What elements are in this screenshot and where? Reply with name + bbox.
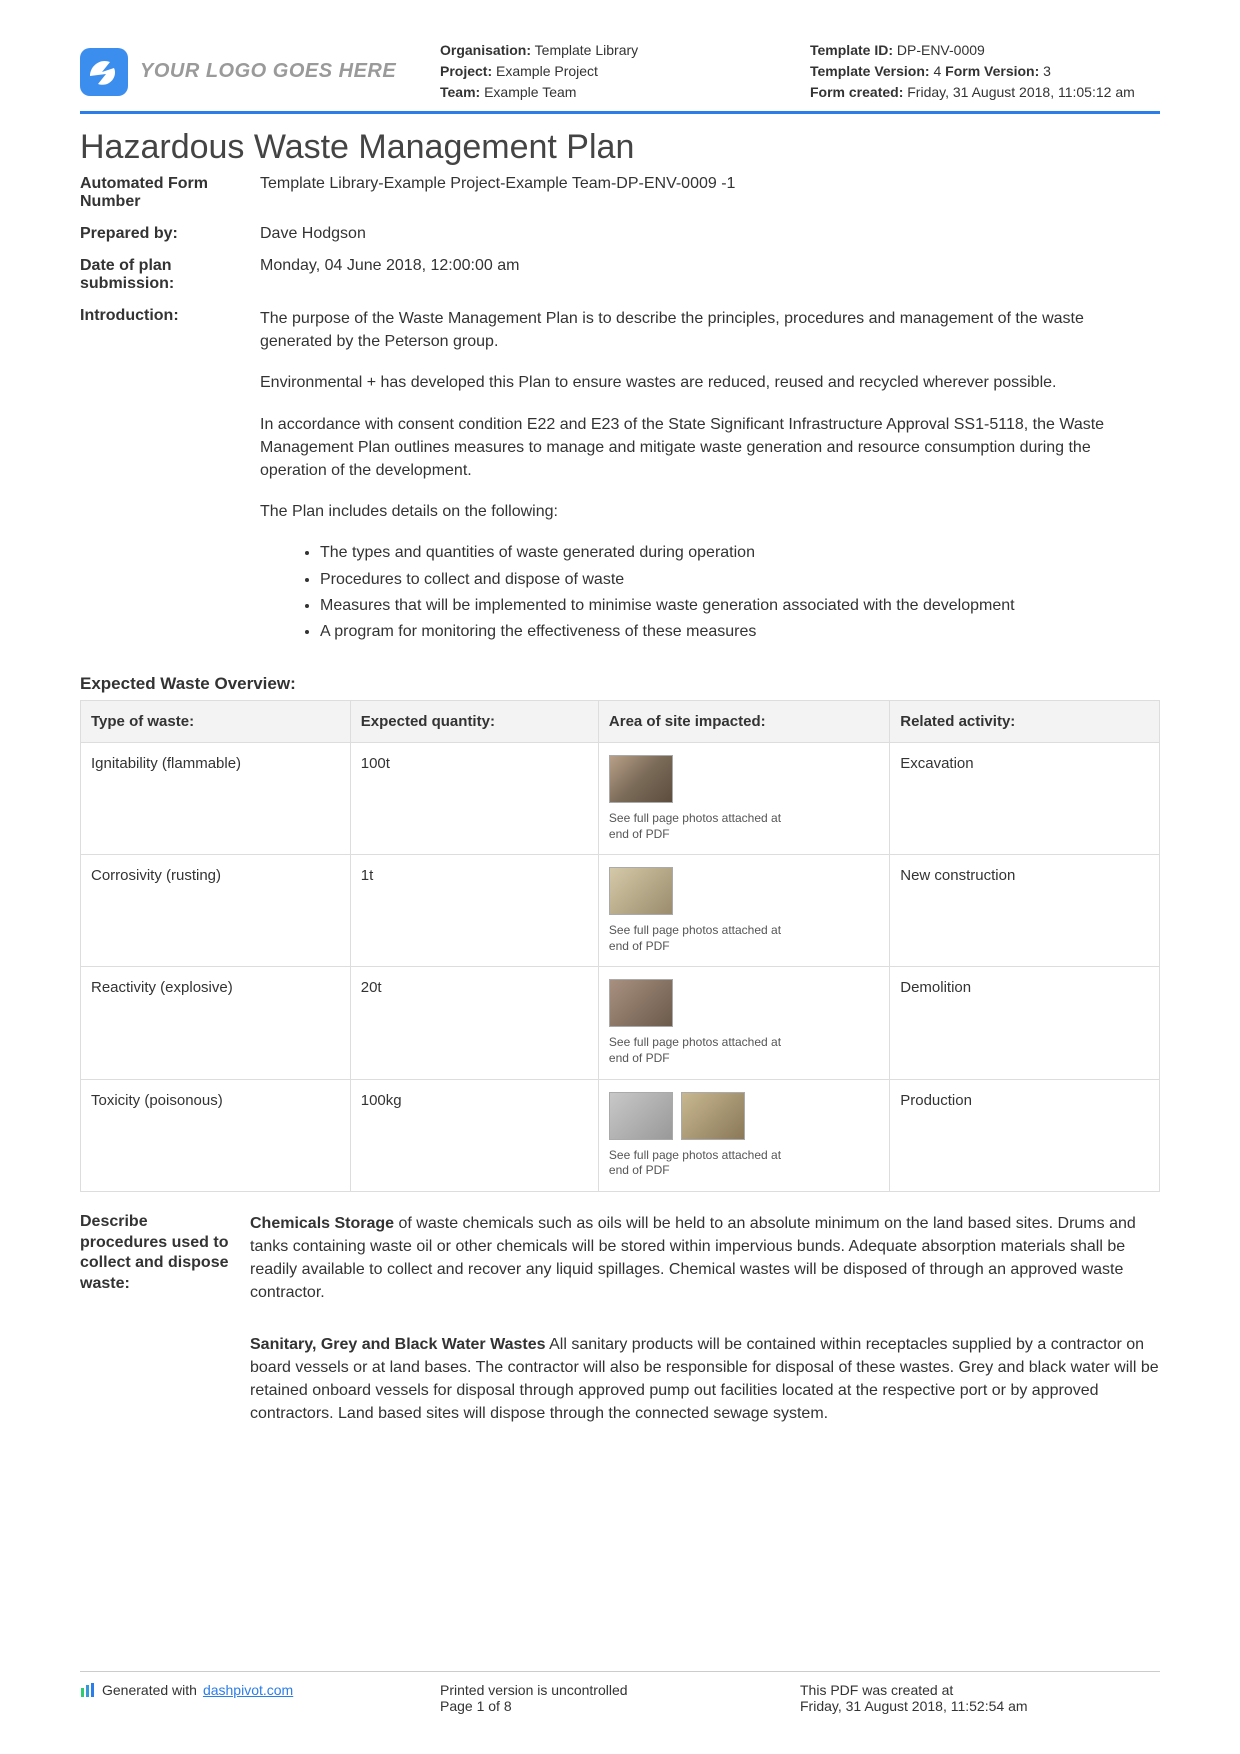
intro-bullet-1: The types and quantities of waste genera… — [320, 541, 1160, 564]
table-row: Corrosivity (rusting) 1t See full page p… — [81, 855, 1160, 967]
submission-value: Monday, 04 June 2018, 12:00:00 am — [260, 257, 1160, 293]
form-created-label: Form created: — [810, 84, 903, 100]
th-type: Type of waste: — [81, 701, 351, 743]
project-label: Project: — [440, 63, 492, 79]
created-at-value: Friday, 31 August 2018, 11:52:54 am — [800, 1698, 1160, 1714]
footer-left: Generated with dashpivot.com — [80, 1682, 440, 1714]
template-version-label: Template Version: — [810, 63, 930, 79]
submission-row: Date of plan submission: Monday, 04 June… — [80, 257, 1160, 293]
logo-icon — [80, 48, 128, 96]
footer-center: Printed version is uncontrolled Page 1 o… — [440, 1682, 800, 1714]
procedures-p2-strong: Sanitary, Grey and Black Water Wastes — [250, 1336, 546, 1353]
document-page: YOUR LOGO GOES HERE Organisation: Templa… — [0, 0, 1240, 1754]
cell-area: See full page photos attached at end of … — [598, 743, 889, 855]
form-version-label: Form Version: — [945, 63, 1039, 79]
table-row: Reactivity (explosive) 20t See full page… — [81, 967, 1160, 1079]
cell-qty: 20t — [350, 967, 598, 1079]
form-version-value: 3 — [1043, 63, 1051, 79]
cell-type: Ignitability (flammable) — [81, 743, 351, 855]
photo-note: See full page photos attached at end of … — [609, 923, 789, 954]
cell-type: Toxicity (poisonous) — [81, 1079, 351, 1191]
intro-bullet-2: Procedures to collect and dispose of was… — [320, 568, 1160, 591]
prepared-by-value: Dave Hodgson — [260, 225, 1160, 243]
intro-p2: Environmental + has developed this Plan … — [260, 371, 1160, 394]
header-meta-right: Template ID: DP-ENV-0009 Template Versio… — [810, 40, 1160, 103]
cell-activity: New construction — [890, 855, 1160, 967]
prepared-by-label: Prepared by: — [80, 225, 260, 243]
intro-bullets: The types and quantities of waste genera… — [260, 541, 1160, 643]
logo-placeholder-text: YOUR LOGO GOES HERE — [140, 60, 396, 83]
th-area: Area of site impacted: — [598, 701, 889, 743]
intro-p1: The purpose of the Waste Management Plan… — [260, 307, 1160, 353]
submission-label: Date of plan submission: — [80, 257, 260, 293]
footer-right: This PDF was created at Friday, 31 Augus… — [800, 1682, 1160, 1714]
procedures-label: Describe procedures used to collect and … — [80, 1212, 230, 1454]
cell-qty: 100t — [350, 743, 598, 855]
introduction-label: Introduction: — [80, 307, 260, 646]
cell-type: Reactivity (explosive) — [81, 967, 351, 1079]
cell-area: See full page photos attached at end of … — [598, 855, 889, 967]
dashpivot-link[interactable]: dashpivot.com — [203, 1682, 293, 1698]
procedures-p1-strong: Chemicals Storage — [250, 1215, 394, 1232]
introduction-body: The purpose of the Waste Management Plan… — [260, 307, 1160, 646]
template-id-label: Template ID: — [810, 42, 893, 58]
form-created-value: Friday, 31 August 2018, 11:05:12 am — [907, 84, 1135, 100]
photo-note: See full page photos attached at end of … — [609, 1148, 789, 1179]
team-value: Example Team — [484, 84, 576, 100]
introduction-row: Introduction: The purpose of the Waste M… — [80, 307, 1160, 646]
cell-activity: Excavation — [890, 743, 1160, 855]
form-number-row: Automated Form Number Template Library-E… — [80, 175, 1160, 211]
cell-activity: Demolition — [890, 967, 1160, 1079]
page-footer: Generated with dashpivot.com Printed ver… — [80, 1671, 1160, 1714]
uncontrolled-text: Printed version is uncontrolled — [440, 1682, 800, 1698]
form-number-label: Automated Form Number — [80, 175, 260, 211]
photo-thumbnail-icon — [609, 979, 673, 1027]
project-value: Example Project — [496, 63, 598, 79]
th-activity: Related activity: — [890, 701, 1160, 743]
cell-activity: Production — [890, 1079, 1160, 1191]
page-header: YOUR LOGO GOES HERE Organisation: Templa… — [80, 40, 1160, 114]
intro-p3: In accordance with consent condition E22… — [260, 413, 1160, 483]
photo-thumbnail-icon — [609, 867, 673, 915]
intro-bullet-4: A program for monitoring the effectivene… — [320, 620, 1160, 643]
dashpivot-icon — [80, 1682, 96, 1698]
procedures-section: Describe procedures used to collect and … — [80, 1212, 1160, 1454]
created-at-label: This PDF was created at — [800, 1682, 1160, 1698]
intro-bullet-3: Measures that will be implemented to min… — [320, 594, 1160, 617]
template-id-value: DP-ENV-0009 — [897, 42, 985, 58]
procedures-body: Chemicals Storage of waste chemicals suc… — [250, 1212, 1160, 1454]
page-number: Page 1 of 8 — [440, 1698, 800, 1714]
template-version-value: 4 — [933, 63, 941, 79]
intro-p4: The Plan includes details on the followi… — [260, 500, 1160, 523]
table-row: Toxicity (poisonous) 100kg See full page… — [81, 1079, 1160, 1191]
procedures-p2: Sanitary, Grey and Black Water Wastes Al… — [250, 1333, 1160, 1426]
th-qty: Expected quantity: — [350, 701, 598, 743]
photo-thumbnail-icon — [609, 1092, 673, 1140]
team-label: Team: — [440, 84, 480, 100]
photo-thumbnail-icon — [681, 1092, 745, 1140]
cell-qty: 1t — [350, 855, 598, 967]
waste-table: Type of waste: Expected quantity: Area o… — [80, 700, 1160, 1192]
cell-area: See full page photos attached at end of … — [598, 1079, 889, 1191]
procedures-p1: Chemicals Storage of waste chemicals suc… — [250, 1212, 1160, 1305]
overview-heading: Expected Waste Overview: — [80, 674, 1160, 694]
prepared-by-row: Prepared by: Dave Hodgson — [80, 225, 1160, 243]
organisation-value: Template Library — [535, 42, 639, 58]
logo-block: YOUR LOGO GOES HERE — [80, 40, 420, 103]
table-row: Ignitability (flammable) 100t See full p… — [81, 743, 1160, 855]
cell-qty: 100kg — [350, 1079, 598, 1191]
photo-note: See full page photos attached at end of … — [609, 1035, 789, 1066]
photo-note: See full page photos attached at end of … — [609, 811, 789, 842]
organisation-label: Organisation: — [440, 42, 531, 58]
form-number-value: Template Library-Example Project-Example… — [260, 175, 1160, 211]
page-title: Hazardous Waste Management Plan — [80, 128, 1160, 167]
cell-type: Corrosivity (rusting) — [81, 855, 351, 967]
photo-thumbnail-icon — [609, 755, 673, 803]
cell-area: See full page photos attached at end of … — [598, 967, 889, 1079]
generated-with-text: Generated with — [102, 1682, 197, 1698]
header-meta-left: Organisation: Template Library Project: … — [440, 40, 790, 103]
